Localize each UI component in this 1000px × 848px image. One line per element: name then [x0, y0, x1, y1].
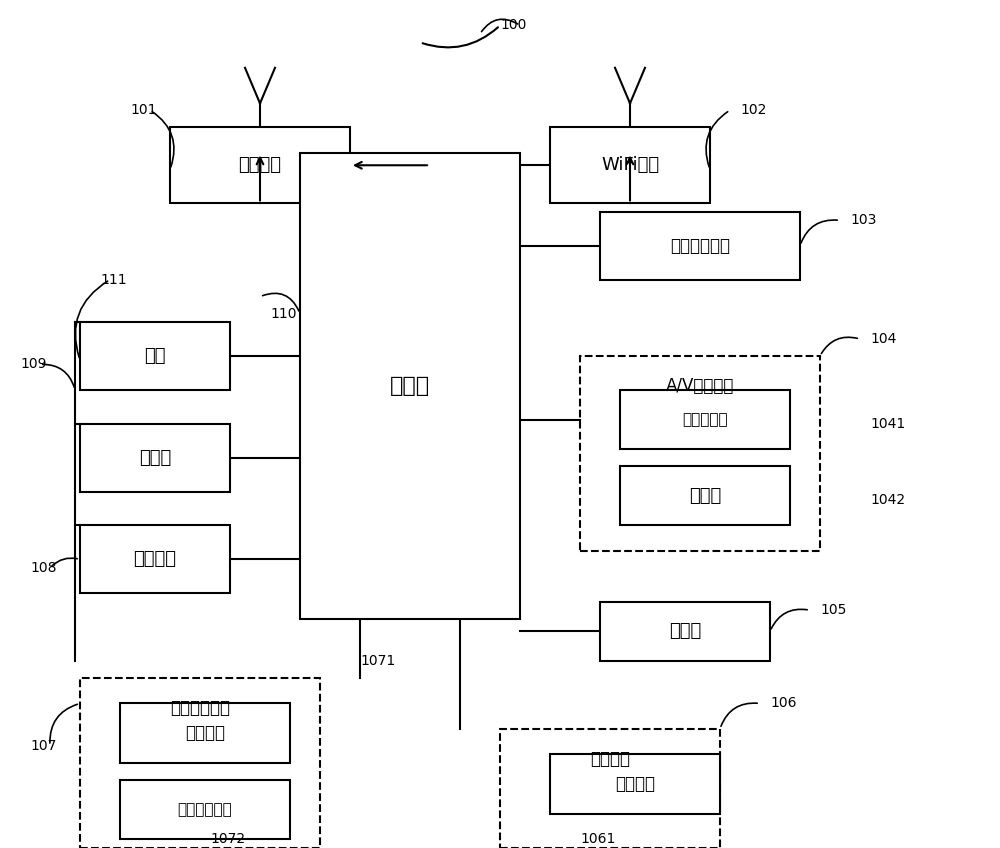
FancyBboxPatch shape [120, 779, 290, 839]
Text: 105: 105 [820, 603, 846, 617]
FancyBboxPatch shape [500, 729, 720, 847]
FancyBboxPatch shape [80, 424, 230, 492]
Text: 1071: 1071 [360, 654, 395, 668]
Text: 101: 101 [130, 103, 156, 117]
Text: 传感器: 传感器 [669, 622, 701, 640]
Text: 处理器: 处理器 [390, 376, 430, 396]
FancyBboxPatch shape [600, 602, 770, 661]
Text: 109: 109 [20, 358, 46, 371]
FancyBboxPatch shape [550, 127, 710, 204]
FancyBboxPatch shape [300, 153, 520, 619]
Text: 110: 110 [270, 307, 296, 321]
Text: 显示面板: 显示面板 [615, 775, 655, 793]
FancyBboxPatch shape [80, 526, 230, 594]
Text: 麦克风: 麦克风 [689, 487, 721, 505]
Text: 触控面板: 触控面板 [185, 724, 225, 742]
Text: 106: 106 [770, 696, 796, 711]
Text: 104: 104 [870, 332, 896, 346]
FancyBboxPatch shape [550, 755, 720, 813]
FancyBboxPatch shape [120, 704, 290, 763]
Text: 102: 102 [740, 103, 766, 117]
Text: 用户输入单元: 用户输入单元 [170, 700, 230, 717]
Text: 其他输入设备: 其他输入设备 [178, 802, 232, 817]
FancyBboxPatch shape [600, 212, 800, 280]
Text: 电源: 电源 [144, 347, 166, 365]
FancyBboxPatch shape [80, 322, 230, 390]
Text: WiFi模块: WiFi模块 [601, 156, 659, 175]
FancyBboxPatch shape [80, 678, 320, 847]
Text: A/V输入单元: A/V输入单元 [666, 377, 734, 395]
Text: 108: 108 [30, 561, 56, 575]
FancyBboxPatch shape [620, 390, 790, 449]
Text: 1061: 1061 [580, 832, 615, 846]
FancyBboxPatch shape [620, 466, 790, 526]
Text: 1072: 1072 [210, 832, 245, 846]
Text: 107: 107 [30, 739, 56, 753]
Text: 显示单元: 显示单元 [590, 750, 630, 768]
Text: 1041: 1041 [870, 416, 905, 431]
Text: 1042: 1042 [870, 493, 905, 507]
FancyBboxPatch shape [580, 356, 820, 551]
Text: 音频输出单元: 音频输出单元 [670, 237, 730, 254]
Text: 111: 111 [100, 273, 127, 287]
Text: 存储器: 存储器 [139, 449, 171, 466]
Text: 射频单元: 射频单元 [239, 156, 282, 175]
FancyBboxPatch shape [170, 127, 350, 204]
Text: 接口单元: 接口单元 [134, 550, 176, 568]
Text: 103: 103 [850, 214, 876, 227]
Text: 图形处理器: 图形处理器 [682, 412, 728, 427]
Text: 100: 100 [500, 19, 526, 32]
